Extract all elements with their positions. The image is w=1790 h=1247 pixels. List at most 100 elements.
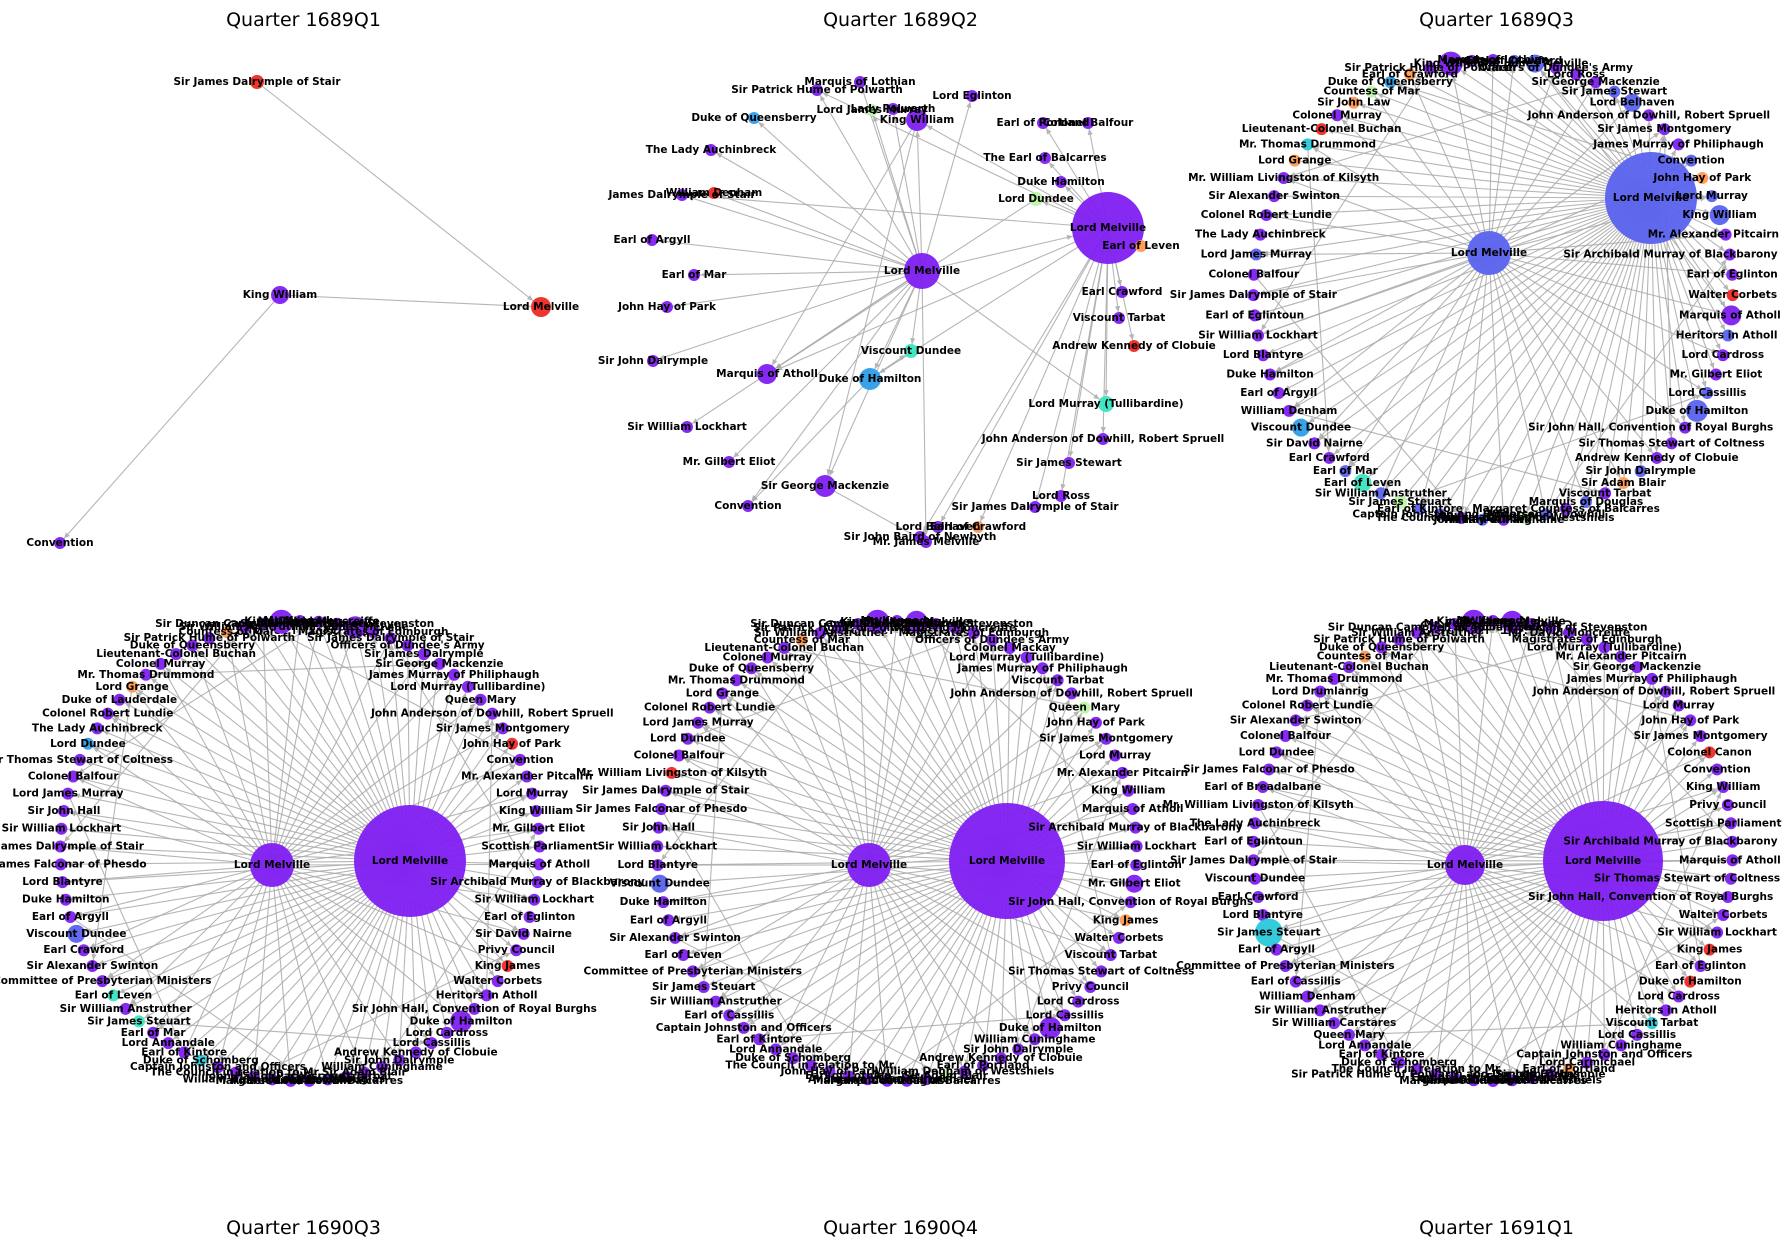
node-king-william[interactable] — [1438, 51, 1463, 76]
node-sir-david-nairne[interactable] — [517, 927, 530, 940]
node-james-murray-of-philiphaugh[interactable] — [448, 668, 461, 681]
node-lord-melville[interactable] — [250, 843, 294, 887]
node-viscount-tarbat[interactable] — [1113, 312, 1125, 324]
node-sir-james-dalrymple[interactable] — [417, 648, 430, 661]
node-mr-william-livingston-of-kilsyth[interactable] — [1252, 798, 1265, 811]
node-sir-james-stewart[interactable] — [1063, 457, 1075, 469]
node-earl-of-eglinton[interactable] — [1694, 960, 1707, 972]
node-lieutenant-colonel-buchan[interactable] — [170, 648, 183, 661]
node-mr-gilbert-eliot[interactable] — [1125, 874, 1144, 893]
node-sir-alexander-swinton[interactable] — [1289, 714, 1302, 727]
node-the-council-in-relation-to-mr[interactable] — [229, 1066, 242, 1079]
node-earl-crawford[interactable] — [1323, 451, 1336, 464]
node-committee-of-presbyterian-ministers[interactable] — [686, 965, 699, 978]
node-privy-council[interactable] — [1721, 798, 1734, 811]
node-sir-duncan-campbell-of-auchinbreck[interactable] — [852, 618, 865, 631]
node-earl-of-mar[interactable] — [688, 269, 700, 281]
node-sir-william-carstares[interactable] — [1328, 1017, 1341, 1030]
node-king-william[interactable] — [906, 109, 928, 131]
node-sir-john-dalrymple[interactable] — [647, 355, 659, 367]
node-lord-murray-tullibardine[interactable] — [461, 680, 474, 693]
node-magistrates-of-edinburgh[interactable] — [367, 625, 380, 638]
node-duke-of-queensberry[interactable] — [745, 662, 758, 675]
node-countess-of-mar[interactable] — [795, 633, 808, 646]
node-king-james[interactable] — [501, 960, 514, 972]
node-sir-archibald-murray-of-blackbarony[interactable] — [1723, 248, 1736, 261]
node-earl-of-cassillis[interactable] — [1289, 975, 1302, 988]
node-lord-cardross[interactable] — [1072, 995, 1085, 1008]
node-mr-alexander-pitcairn[interactable] — [1116, 766, 1129, 779]
node-duke-of-hamilton[interactable] — [1039, 1016, 1062, 1039]
node-sir-alexander-swinton[interactable] — [86, 960, 99, 972]
node-colonel-robert-lundie[interactable] — [1301, 699, 1314, 712]
node-sir-john-hall[interactable] — [57, 805, 70, 818]
node-sir-william-anstruther[interactable] — [1314, 1004, 1327, 1017]
node-sir-archibald-murray-of-blackbarony[interactable] — [531, 876, 544, 889]
node-countess-of-mar[interactable] — [220, 625, 233, 638]
node-lord-dundee[interactable] — [1029, 192, 1043, 206]
node-sir-william-lockhart[interactable] — [681, 421, 693, 433]
node-queen-mary[interactable] — [1078, 701, 1091, 714]
node-duke-of-schomberg[interactable] — [194, 1054, 207, 1067]
node-king-william[interactable] — [269, 609, 294, 634]
node-john-hay-of-park[interactable] — [661, 301, 673, 313]
node-colonel-robert-lundie[interactable] — [703, 701, 716, 714]
node-sir-william-lockhart[interactable] — [651, 840, 664, 853]
node-lord-carmichael[interactable] — [920, 1073, 933, 1086]
node-sir-thomas-stewart-of-coltness[interactable] — [73, 753, 86, 766]
node-lord-melville[interactable] — [949, 803, 1065, 919]
node-sir-john-hall-convention-of-royal-burghs[interactable] — [468, 1002, 481, 1015]
node-earl-of-argyll[interactable] — [1270, 943, 1283, 956]
node-privy-council[interactable] — [510, 944, 523, 957]
node-william-cuninghame[interactable] — [375, 1061, 388, 1074]
node-lord-melville[interactable] — [354, 805, 466, 917]
node-john-hay-of-park[interactable] — [1089, 716, 1102, 729]
node-duke-of-queensberry[interactable] — [1384, 76, 1397, 89]
node-william-denham-of-westshiels[interactable] — [266, 1073, 279, 1086]
node-lieutenant-colonel-buchan[interactable] — [1343, 661, 1356, 674]
node-earl-of-kintore[interactable] — [1413, 503, 1426, 516]
node-sir-adam-blair[interactable] — [358, 1066, 371, 1079]
node-mr-james-melville[interactable] — [1501, 610, 1524, 633]
node-sir-archibald-murray-of-blackbarony[interactable] — [1129, 821, 1142, 834]
node-earl-crawford[interactable] — [1252, 891, 1265, 904]
node-lord-belhaven[interactable] — [1623, 93, 1642, 112]
node-lord-murray[interactable] — [1672, 699, 1685, 712]
node-earl-of-crawford[interactable] — [1403, 68, 1416, 81]
node-sir-william-lockhart[interactable] — [55, 822, 68, 835]
node-earl-of-kenelgh[interactable] — [1525, 1072, 1538, 1085]
node-mr-forbes[interactable] — [1448, 617, 1461, 630]
node-sir-archibald-murray-of-blackbarony[interactable] — [1726, 835, 1739, 848]
node-sir-john-dalrymple[interactable] — [1544, 1068, 1557, 1081]
node-sir-thomas-stewart-of-coltness[interactable] — [1724, 872, 1737, 885]
node-lord-cassillis[interactable] — [1630, 1028, 1643, 1041]
node-king-william[interactable] — [865, 609, 890, 634]
node-earl-of-kintore[interactable] — [753, 1033, 766, 1046]
node-sir-john-hall-convention-of-royal-burghs[interactable] — [1679, 421, 1692, 434]
node-sir-john-hall[interactable] — [652, 821, 665, 834]
node-lord-murray[interactable] — [1109, 749, 1122, 762]
node-john-hay-of-park[interactable] — [247, 1070, 260, 1083]
node-colonel-balfour[interactable] — [1279, 730, 1292, 742]
node-scottish-parliament[interactable] — [533, 840, 546, 853]
node-lord-blantyre[interactable] — [1256, 908, 1269, 921]
node-mr-thomas-drummond[interactable] — [1301, 138, 1314, 151]
node-king-james[interactable] — [1703, 943, 1716, 956]
node-committee-of-presbyterian-ministers[interactable] — [1279, 960, 1292, 972]
node-mr-kennedy[interactable] — [294, 615, 306, 627]
node-james-dalrymple-of-stair[interactable] — [676, 189, 688, 201]
node-sir-adam-blair[interactable] — [939, 1070, 952, 1083]
node-sir-adam-blair[interactable] — [1617, 476, 1630, 489]
node-the-council-in-relation-to-mr[interactable] — [1411, 1063, 1424, 1076]
node-convention[interactable] — [54, 537, 66, 549]
node-lord-james-murray[interactable] — [866, 104, 878, 116]
node-walter-corbets[interactable] — [1112, 931, 1125, 944]
node-duke-hamilton[interactable] — [1055, 176, 1067, 188]
node-earl-of-kintore[interactable] — [1375, 1048, 1388, 1061]
node-margaret-countess-of-balcarres[interactable] — [900, 1074, 913, 1087]
node-sir-james-montgomery[interactable] — [1658, 123, 1671, 136]
node-colonel-balfour[interactable] — [1247, 268, 1260, 281]
node-mr-gilbert-eliot[interactable] — [532, 822, 545, 835]
node-lord-belhaven[interactable] — [932, 521, 944, 533]
node-earl-of-argyll[interactable] — [646, 234, 658, 246]
